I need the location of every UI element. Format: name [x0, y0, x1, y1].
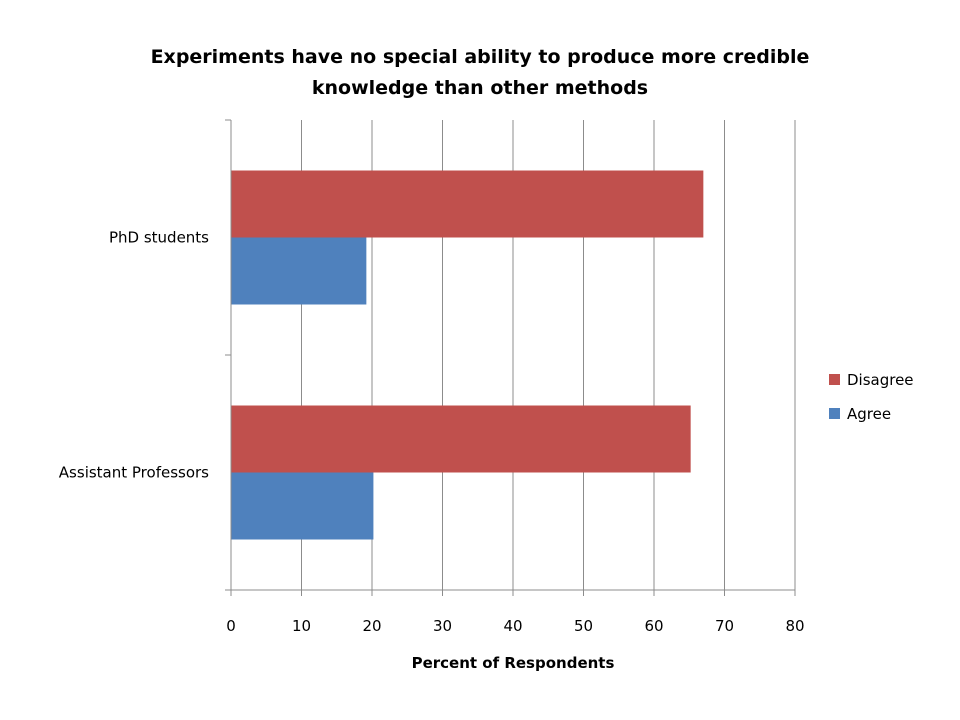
- x-tick-label-50: 50: [574, 617, 593, 635]
- x-tick-label-30: 30: [433, 617, 452, 635]
- category-labels: PhD students Assistant Professors: [59, 229, 209, 482]
- x-tick-label-40: 40: [503, 617, 522, 635]
- bar-agree-phd-students: [231, 237, 367, 305]
- x-tick-labels: 0 10 20 30 40 50 60 70 80: [226, 617, 804, 635]
- x-axis-title: Percent of Respondents: [412, 654, 615, 672]
- bars: [231, 170, 704, 540]
- chart-title-line-2: knowledge than other methods: [311, 77, 649, 99]
- bar-disagree-assistant-professors: [231, 405, 691, 473]
- x-tick-label-80: 80: [785, 617, 804, 635]
- legend: Disagree Agree: [829, 371, 914, 423]
- legend-swatch-disagree: [829, 374, 840, 385]
- x-tick-label-60: 60: [644, 617, 663, 635]
- legend-label-disagree: Disagree: [847, 371, 914, 389]
- legend-label-agree: Agree: [847, 405, 891, 423]
- x-tick-label-20: 20: [362, 617, 381, 635]
- x-tick-label-10: 10: [292, 617, 311, 635]
- bar-disagree-phd-students: [231, 170, 704, 238]
- axes: [225, 119, 796, 596]
- chart-title: Experiments have no special ability to p…: [0, 42, 960, 104]
- x-tick-label-0: 0: [226, 617, 236, 635]
- category-label-0: PhD students: [109, 229, 209, 247]
- bar-agree-assistant-professors: [231, 472, 374, 540]
- chart-title-line-1: Experiments have no special ability to p…: [150, 46, 810, 68]
- x-tick-label-70: 70: [715, 617, 734, 635]
- legend-swatch-agree: [829, 408, 840, 419]
- category-label-1: Assistant Professors: [59, 464, 209, 482]
